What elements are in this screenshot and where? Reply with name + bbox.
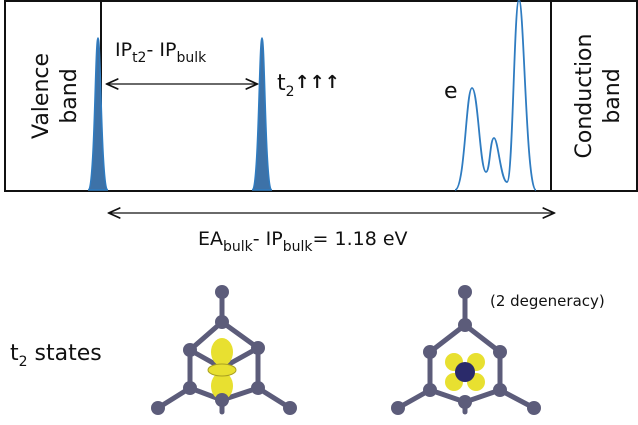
subscript: 2 [286,84,295,100]
subscript: bulk [223,239,254,255]
text: EA [198,228,223,250]
subscript: bulk [176,50,207,66]
peak [251,37,273,191]
e-label: e [444,79,458,104]
text: = 1.18 eV [313,228,408,250]
molecule [391,285,541,415]
e-peaks [454,0,537,191]
conduction-label: Conduction [572,34,597,159]
t2-label: t2↑↑↑ [277,71,340,100]
text: - IP [253,228,283,250]
text: t [277,71,286,96]
peak [87,37,109,191]
text: states [28,341,102,366]
conduction-label: band [600,68,625,123]
subscript: bulk [283,239,314,255]
text: - IP [146,39,176,61]
text: t [10,341,19,366]
states-label: t2 states [10,341,102,370]
valence-label: band [57,68,82,123]
subscript: t2 [132,50,146,66]
valence-label: Valence [29,53,54,139]
text: IP [115,39,132,61]
gap-label: EAbulk- IPbulk= 1.18 eV [198,228,408,255]
degeneracy-label: (2 degeneracy) [490,292,605,310]
band-panel [4,0,638,192]
spin-arrows: ↑↑↑ [295,72,340,93]
subscript: 2 [19,354,28,370]
molecule [151,285,297,415]
ip-gap-label: IPt2- IPbulk [115,39,207,66]
